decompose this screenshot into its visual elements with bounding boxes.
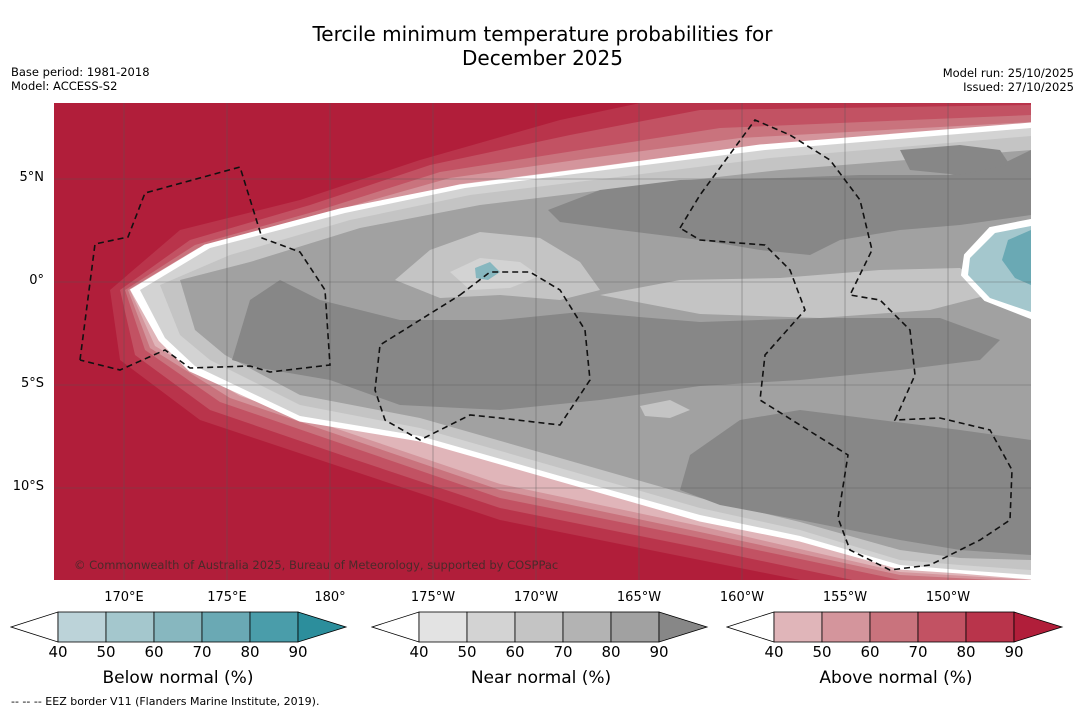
map-title: Tercile minimum temperature probabilitie… [0,22,1085,70]
colorbar-tick-label: 70 [908,643,928,661]
lat-label-5n: 5°N [19,170,45,185]
lat-label-10s: 10°S [12,479,44,494]
colorbar-right-extension [297,611,348,643]
lon-label-150w: 150°W [925,590,971,605]
title-line-2: December 2025 [462,46,623,70]
colorbar-label-below: Below normal (%) [102,668,254,688]
lon-label-175w: 175°W [410,590,456,605]
colorbar-tick-label: 40 [764,643,784,661]
colorbar-tick-label: 90 [649,643,669,661]
colorbar-left-extension [726,611,775,643]
base-period: Base period: 1981-2018 [11,65,150,79]
lon-label-170w: 170°W [513,590,559,605]
near-normal-90-northeast [900,145,1010,175]
colorbar-segment [57,611,107,643]
colorbar-segment [917,611,967,643]
copyright-notice: © Commonwealth of Australia 2025, Bureau… [74,558,559,572]
colorbar-tick-label: 60 [860,643,880,661]
colorbar-right-extension [658,611,709,643]
lon-label-155w: 155°W [822,590,868,605]
lon-label-175e: 175°E [207,590,247,605]
colorbar-label-near: Near normal (%) [470,668,612,688]
near-normal-60-spot [640,400,690,418]
lat-label-5s: 5°S [20,376,44,391]
lon-label-180: 180° [314,590,346,605]
colorbar-segment [562,611,612,643]
colorbar-tick-label: 40 [48,643,68,661]
colorbar-tick-label: 50 [812,643,832,661]
near-normal-90-southeast [680,410,1031,555]
colorbar-tick-label: 90 [1004,643,1024,661]
colorbar-segment [773,611,823,643]
meta-right: Model run: 25/10/2025 Issued: 27/10/2025 [943,66,1074,94]
title-line-1: Tercile minimum temperature probabilitie… [312,22,773,46]
model-name: Model: ACCESS-S2 [11,79,118,93]
eez-borders [79,119,1013,571]
colorbar-tick-label: 70 [192,643,212,661]
lon-label-170e: 170°E [104,590,144,605]
near-normal-60-band [600,268,1000,318]
colorbar-tick-label: 70 [553,643,573,661]
colorbar-left-extension [10,611,59,643]
colorbar-tick-label: 90 [288,643,308,661]
colorbar-tick-label: 80 [601,643,621,661]
colorbar-tick-label: 80 [240,643,260,661]
colorbar-tick-label: 50 [96,643,116,661]
below-normal-70-spot [475,262,500,280]
lon-label-165w: 165°W [616,590,662,605]
eez-footnote: -- -- -- EEZ border V11 (Flanders Marine… [11,695,320,708]
colorbar-label-above: Above normal (%) [819,668,973,688]
colorbar-segment [466,611,516,643]
colorbar-segment [153,611,203,643]
colorbar-above-normal [726,611,1064,643]
near-normal-90-core [232,280,1000,410]
meta-left: Base period: 1981-2018 Model: ACCESS-S2 [11,65,150,93]
model-run: Model run: 25/10/2025 [942,66,1074,80]
colorbar-tick-label: 60 [505,643,525,661]
colorbar-segment [201,611,251,643]
colorbar-segment [869,611,919,643]
colorbar-tick-label: 80 [956,643,976,661]
colorbar-left-extension [371,611,420,643]
below-normal-80-region [1002,230,1031,285]
colorbar-tick-label: 60 [144,643,164,661]
issued-date: Issued: 27/10/2025 [963,80,1074,94]
near-normal-90-north [548,150,1031,255]
colorbar-segment [821,611,871,643]
colorbar-near-normal [371,611,709,643]
colorbar-below-normal [10,611,348,643]
colorbar-segment [249,611,299,643]
lat-label-0: 0° [29,273,44,288]
graticule [54,103,1031,580]
lon-label-160w: 160°W [719,590,765,605]
colorbar-segment [965,611,1015,643]
colorbar-segment [610,611,660,643]
colorbar-tick-label: 50 [457,643,477,661]
colorbar-segment [514,611,564,643]
colorbar-segment [418,611,468,643]
colorbar-tick-label: 40 [409,643,429,661]
colorbar-segment [105,611,155,643]
colorbar-right-extension [1013,611,1064,643]
